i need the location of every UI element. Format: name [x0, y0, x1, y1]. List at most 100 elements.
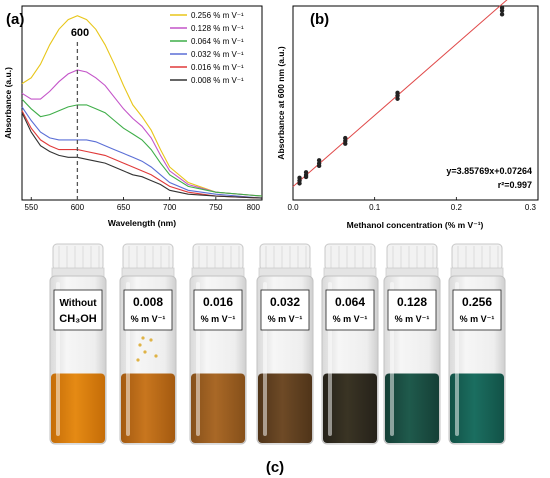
vial-5: 0.064 % m V⁻¹ [321, 243, 379, 445]
data-point [499, 12, 505, 17]
panel-a-x-tick-label: 800 [247, 203, 261, 212]
vial-7: 0.256 % m V⁻¹ [448, 243, 506, 445]
vial-label-box [260, 289, 310, 331]
vial-label-box [53, 289, 103, 331]
panel-a-x-ticks: 550 600 650 700 750 800 [25, 197, 263, 212]
vial-cap [259, 243, 311, 271]
panel-a-x-axis-title: Wavelength (nm) [108, 218, 176, 228]
spectrum-line-4 [21, 106, 263, 199]
residue-speck [141, 336, 145, 340]
legend-entry: 0.008 % m V⁻¹ [191, 76, 244, 85]
panel-c-label: (c) [266, 459, 284, 476]
panel-b-x-tick-label: 0.1 [369, 203, 381, 212]
vial-label-line1: 0.016 [203, 295, 233, 309]
vial-cap [451, 243, 503, 271]
vial-liquid [51, 373, 105, 443]
panel-b-x-tick-label: 0.3 [525, 203, 537, 212]
vial-label-line1: 0.032 [270, 295, 300, 309]
vial-label-box [387, 289, 437, 331]
panel-a-x-tick-label: 650 [117, 203, 131, 212]
fit-equation: y=3.85769x+0.07264 [446, 166, 532, 176]
vial-label-line2: % m V⁻¹ [268, 314, 303, 324]
panel-a-x-tick-label: 600 [71, 203, 85, 212]
vial-label-line2: % m V⁻¹ [131, 314, 166, 324]
vial-liquid [450, 373, 504, 443]
vial-label-box [325, 289, 375, 331]
data-point [297, 175, 302, 181]
panel-a-x-tick-label: 550 [25, 203, 39, 212]
spectrum-line-3 [21, 98, 263, 197]
vial-6: 0.128 % m V⁻¹ [383, 243, 441, 445]
spectrum-line-2 [21, 69, 263, 197]
vial-cap [324, 243, 376, 271]
vial-liquid [258, 373, 312, 443]
vial-label-line2: CH₃OH [59, 313, 97, 325]
vial-liquid [191, 373, 245, 443]
vial-2: 0.008 % m V⁻¹ [119, 243, 177, 445]
legend-entry: 0.256 % m V⁻¹ [191, 11, 244, 20]
legend-entry: 0.032 % m V⁻¹ [191, 50, 244, 59]
vial-label-line2: % m V⁻¹ [201, 314, 236, 324]
legend-entry: 0.016 % m V⁻¹ [191, 63, 244, 72]
panel-a-y-axis-title: Absorbance (a.u.) [3, 67, 13, 139]
vial-label-box [193, 289, 243, 331]
panel-b-x-tick-label: 0.2 [451, 203, 463, 212]
vial-label-line2: % m V⁻¹ [395, 314, 430, 324]
residue-speck [149, 338, 153, 342]
legend-entry: 0.064 % m V⁻¹ [191, 37, 244, 46]
panel-b-label: (b) [310, 11, 329, 28]
data-point [343, 135, 348, 141]
residue-speck [138, 343, 142, 347]
vial-label-line1: 0.008 [133, 295, 163, 309]
panel-b-y-axis-title: Absorbance at 600 nm (a.u.) [276, 46, 286, 160]
panel-a-legend: 0.256 % m V⁻¹ 0.128 % m V⁻¹ 0.064 % m V⁻¹ 0… [170, 11, 244, 85]
vial-cap [386, 243, 438, 271]
panel-b-x-tick-label: 0.0 [287, 203, 299, 212]
vial-label-line1: 0.064 [335, 295, 365, 309]
residue-speck [143, 350, 147, 354]
panel-b-data-points [297, 5, 505, 186]
data-point [316, 161, 322, 166]
vial-label-line2: % m V⁻¹ [460, 314, 495, 324]
spectrum-line-1 [21, 15, 263, 197]
vial-label-line1: 0.256 [462, 295, 492, 309]
r-squared-value: r²=0.997 [498, 180, 532, 190]
peak-annotation-label: 600 [71, 27, 89, 39]
panel-a-series-lines [21, 15, 263, 199]
linear-fit-line [292, 0, 508, 187]
panel-b-x-axis-title: Methanol concentration (% m V⁻¹) [347, 220, 484, 230]
panel-a-x-tick-label: 750 [209, 203, 223, 212]
data-point [395, 90, 400, 96]
panel-b-plot-frame [292, 5, 539, 201]
vial-liquid [121, 373, 175, 443]
vial-1: Without CH₃OH [49, 243, 107, 445]
vial-label-line1: Without [59, 298, 97, 309]
panel-a-x-tick-label: 700 [163, 203, 177, 212]
data-point [303, 170, 309, 175]
vial-cap [122, 243, 174, 271]
vial-label-line2: % m V⁻¹ [333, 314, 368, 324]
panel-b-x-ticks: 0.0 0.1 0.2 0.3 [287, 197, 539, 212]
data-point [316, 158, 322, 163]
panel-b-calibration-chart: (b) 0.0 0.1 0.2 0.3 y=3.85769x+0.07264 r²=0… [276, 0, 539, 230]
residue-speck [154, 354, 158, 358]
residue-speck [136, 358, 140, 362]
panel-a-plot-frame [21, 5, 263, 201]
data-point [395, 96, 400, 101]
panel-a-label: (a) [6, 11, 24, 28]
vial-liquid [385, 373, 439, 443]
vial-4: 0.032 % m V⁻¹ [256, 243, 314, 445]
vial-liquid [323, 373, 377, 443]
spectrum-line-5 [21, 110, 263, 199]
vial-3: 0.016 % m V⁻¹ [189, 243, 247, 445]
vial-cap [192, 243, 244, 271]
vial-label-line1: 0.128 [397, 295, 427, 309]
vial-cap [52, 243, 104, 271]
spectrum-line-6 [21, 112, 263, 199]
panel-a-spectra-chart: (a) 600 550 600 650 700 750 800 Wavelength (n… [3, 5, 263, 228]
legend-entry: 0.128 % m V⁻¹ [191, 24, 244, 33]
data-point [499, 5, 505, 11]
